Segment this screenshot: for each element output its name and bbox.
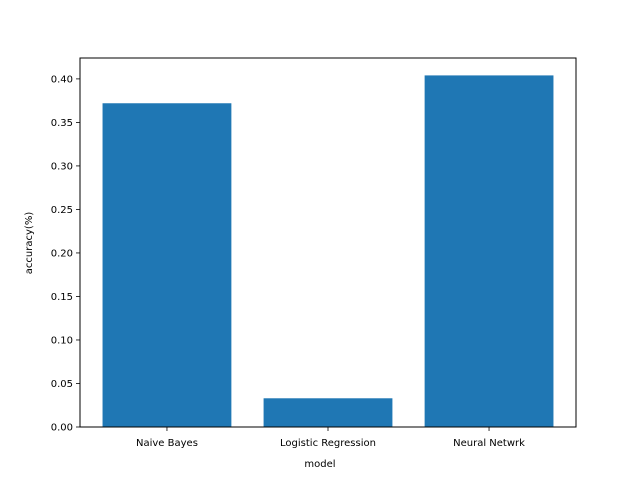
bar-logistic-regression — [263, 398, 393, 427]
x-axis-ticks: Naive Bayes Logistic Regression Neural Net… — [136, 427, 525, 449]
y-axis-ticks: 0.00 0.05 0.10 0.15 0.20 0.25 0.30 0.35 0.40 — [51, 74, 80, 434]
x-tick-label: Neural Netwrk — [453, 438, 525, 449]
y-tick-label: 0.00 — [51, 423, 73, 434]
x-axis-label: model — [304, 459, 335, 470]
y-tick-label: 0.35 — [51, 118, 73, 129]
y-tick-label: 0.30 — [51, 161, 73, 172]
y-tick-label: 0.20 — [51, 248, 73, 259]
y-tick-label: 0.05 — [51, 379, 73, 390]
x-tick-label: Logistic Regression — [280, 438, 376, 449]
bar-naive-bayes — [102, 103, 232, 428]
x-tick-label: Naive Bayes — [136, 438, 198, 449]
y-tick-label: 0.40 — [51, 74, 73, 85]
y-tick-label: 0.25 — [51, 205, 73, 216]
plot-frame — [79, 57, 577, 428]
bars-group — [102, 75, 554, 428]
y-axis-label: accuracy(%) — [24, 212, 35, 275]
bar-neural-netwrk — [424, 75, 554, 427]
y-tick-label: 0.10 — [51, 335, 73, 346]
y-tick-label: 0.15 — [51, 292, 73, 303]
